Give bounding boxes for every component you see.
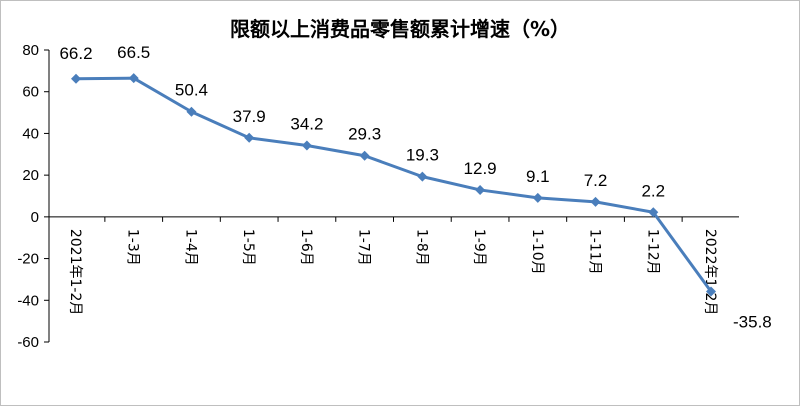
data-point-marker bbox=[532, 192, 543, 203]
chart-title: 限额以上消费品零售额累计增速（%） bbox=[229, 17, 571, 41]
x-tick-label: 1-4月 bbox=[182, 229, 198, 266]
data-label: -35.8 bbox=[733, 313, 772, 332]
x-axis-ticks: 2021年1-2月 1-3月 1-4月 1-5月 1-6月 1-7月 1-8月 1-9月 1-1… bbox=[67, 216, 718, 316]
data-point-marker bbox=[706, 286, 716, 297]
x-tick-label: 1-8月 bbox=[413, 229, 429, 266]
data-point-marker bbox=[417, 171, 428, 182]
y-tick-label: 40 bbox=[22, 125, 39, 142]
y-axis-ticks: 80 60 40 20 0 -20 -40 -60 bbox=[17, 42, 49, 351]
data-point-marker bbox=[128, 73, 139, 84]
x-tick-label: 1-6月 bbox=[298, 229, 314, 266]
data-label: 29.3 bbox=[348, 125, 381, 144]
data-point-marker bbox=[590, 196, 601, 207]
x-tick-label: 1-7月 bbox=[356, 229, 372, 266]
data-point-marker bbox=[186, 106, 197, 117]
data-label: 19.3 bbox=[406, 146, 439, 165]
data-label: 34.2 bbox=[290, 115, 323, 134]
data-point-marker bbox=[71, 73, 81, 84]
data-point-marker bbox=[359, 150, 370, 161]
data-label: 37.9 bbox=[233, 107, 266, 126]
y-tick-label: -20 bbox=[17, 251, 39, 268]
data-point-marker bbox=[244, 132, 255, 143]
data-label: 66.5 bbox=[117, 43, 150, 62]
data-label: 50.4 bbox=[175, 81, 208, 100]
y-tick-label: -60 bbox=[17, 334, 39, 351]
data-label: 9.1 bbox=[526, 167, 550, 186]
x-tick-label: 2022年1-2月 bbox=[702, 229, 718, 316]
x-tick-label: 1-12月 bbox=[644, 229, 660, 275]
y-tick-label: 80 bbox=[22, 42, 39, 59]
data-point-marker bbox=[301, 140, 312, 151]
y-tick-label: -40 bbox=[17, 292, 39, 309]
x-tick-label: 2021年1-2月 bbox=[67, 229, 83, 316]
data-point-marker bbox=[475, 184, 486, 195]
series-line bbox=[75, 76, 713, 293]
data-point-marker bbox=[648, 207, 659, 218]
x-tick-label: 1-5月 bbox=[240, 229, 256, 266]
data-labels: 66.2 66.5 50.4 37.9 34.2 29.3 19.3 12.9 9.1 7.2 2.… bbox=[59, 43, 771, 331]
data-label: 12.9 bbox=[464, 159, 497, 178]
x-tick-label: 1-11月 bbox=[587, 229, 603, 275]
x-tick-label: 1-10月 bbox=[529, 229, 545, 275]
y-tick-label: 60 bbox=[22, 84, 39, 101]
x-tick-label: 1-3月 bbox=[125, 229, 141, 266]
y-tick-label: 20 bbox=[22, 167, 39, 184]
data-label: 2.2 bbox=[641, 181, 665, 200]
data-markers bbox=[71, 73, 716, 297]
data-label: 7.2 bbox=[584, 171, 608, 190]
data-label: 66.2 bbox=[59, 44, 92, 63]
x-tick-label: 1-9月 bbox=[471, 229, 487, 266]
y-tick-label: 0 bbox=[31, 209, 39, 226]
